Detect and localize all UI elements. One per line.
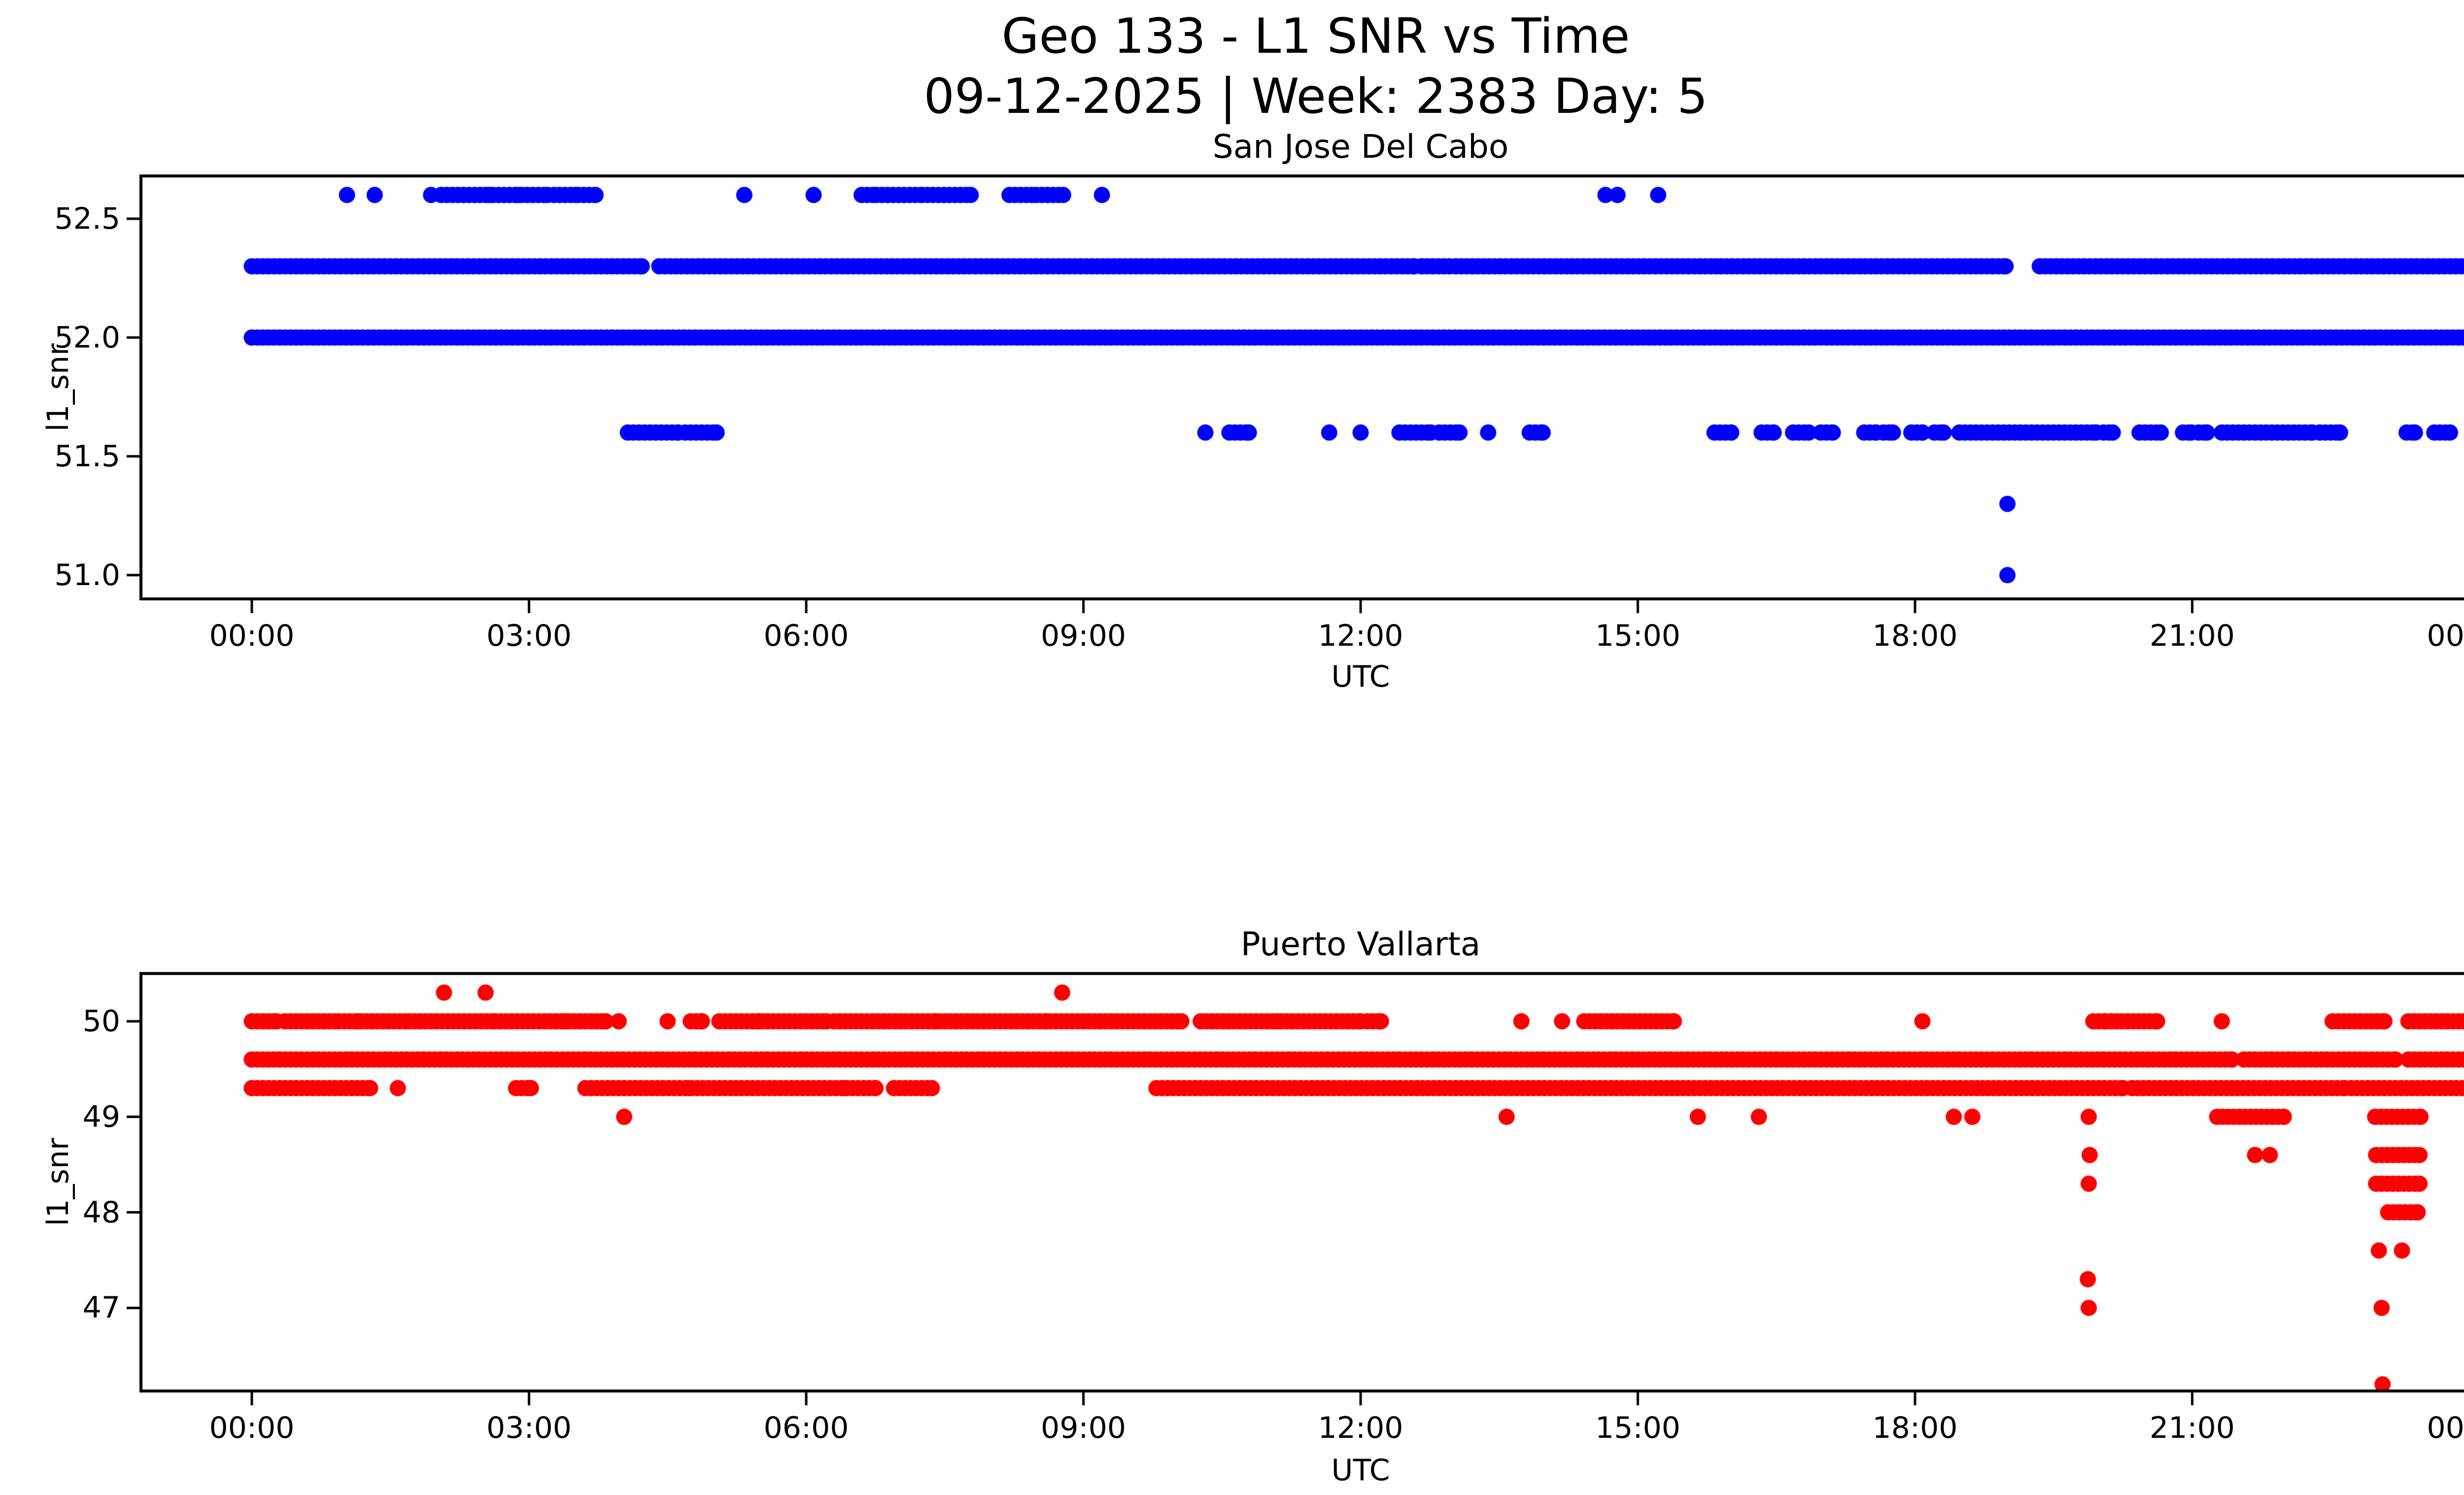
- x-axis-label-top: UTC: [1331, 660, 1390, 694]
- subplot-title-puerto-vallarta: Puerto Vallarta: [1240, 925, 1481, 963]
- x-axis-label-bottom: UTC: [1331, 1453, 1390, 1488]
- y-axis-label-bottom: l1_snr: [41, 1138, 75, 1226]
- figure-subtitle: 09-12-2025 | Week: 2383 Day: 5: [924, 69, 1708, 125]
- y-axis-label-top: l1_snr: [41, 343, 75, 432]
- subplot-title-san-jose-del-cabo: San Jose Del Cabo: [1212, 128, 1509, 166]
- figure-title: Geo 133 - L1 SNR vs Time: [1001, 8, 1630, 65]
